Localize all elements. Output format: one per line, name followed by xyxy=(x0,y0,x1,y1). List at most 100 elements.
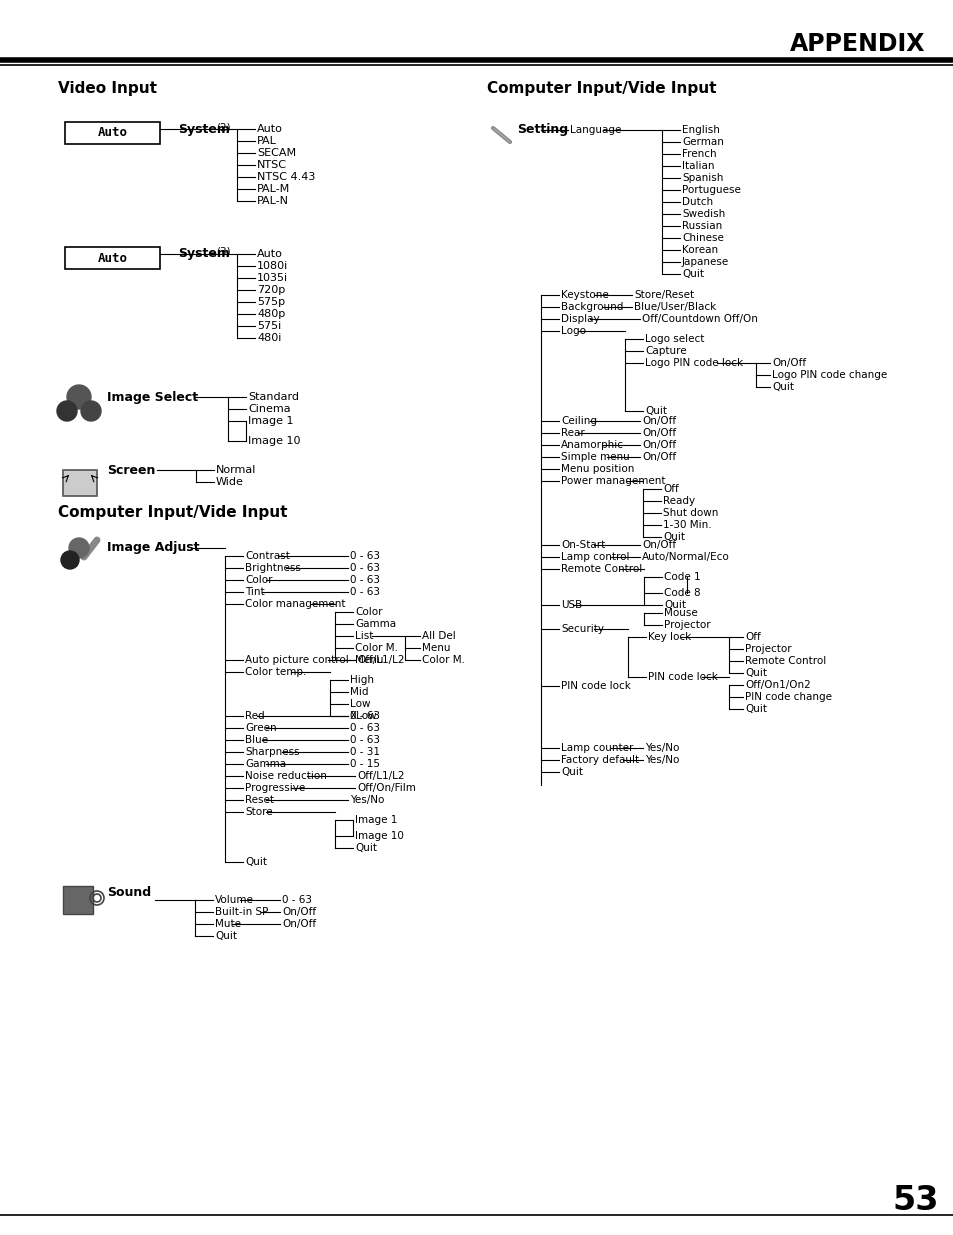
Text: Projector: Projector xyxy=(663,620,710,630)
Text: Sound: Sound xyxy=(107,885,151,899)
Text: Quit: Quit xyxy=(663,600,685,610)
Text: Noise reduction: Noise reduction xyxy=(245,771,327,781)
Text: On/Off: On/Off xyxy=(641,440,676,450)
Text: Projector: Projector xyxy=(744,643,791,655)
Text: Mouse: Mouse xyxy=(663,608,697,618)
Text: Logo PIN code change: Logo PIN code change xyxy=(771,370,886,380)
Text: 480p: 480p xyxy=(256,309,285,319)
Text: Image 10: Image 10 xyxy=(355,831,403,841)
Text: Korean: Korean xyxy=(681,245,718,254)
Text: Chinese: Chinese xyxy=(681,233,723,243)
Text: Yes/No: Yes/No xyxy=(350,795,384,805)
Text: SECAM: SECAM xyxy=(256,148,295,158)
Text: Store/Reset: Store/Reset xyxy=(634,290,694,300)
Text: Portuguese: Portuguese xyxy=(681,185,740,195)
Text: Auto: Auto xyxy=(256,124,283,135)
Text: On/Off: On/Off xyxy=(771,358,805,368)
Text: Russian: Russian xyxy=(681,221,721,231)
Text: German: German xyxy=(681,137,723,147)
Text: Green: Green xyxy=(245,722,276,734)
Text: Color M.: Color M. xyxy=(355,643,397,653)
Text: Keystone: Keystone xyxy=(560,290,608,300)
Text: Japanese: Japanese xyxy=(681,257,728,267)
Text: Image 10: Image 10 xyxy=(248,436,300,446)
Text: PAL-M: PAL-M xyxy=(256,184,290,194)
Text: 0 - 31: 0 - 31 xyxy=(350,747,379,757)
Text: Remote Control: Remote Control xyxy=(560,564,641,574)
Text: 0 - 63: 0 - 63 xyxy=(350,587,379,597)
Text: Computer Input/Vide Input: Computer Input/Vide Input xyxy=(486,82,716,96)
Text: Yes/No: Yes/No xyxy=(644,755,679,764)
Text: Tint: Tint xyxy=(245,587,264,597)
Text: English: English xyxy=(681,125,720,135)
Text: 480i: 480i xyxy=(256,333,281,343)
Text: USB: USB xyxy=(560,600,581,610)
Text: Wide: Wide xyxy=(215,477,244,487)
Text: Quit: Quit xyxy=(355,844,376,853)
Text: Quit: Quit xyxy=(662,532,684,542)
Text: Spanish: Spanish xyxy=(681,173,722,183)
Text: XLow: XLow xyxy=(350,711,377,721)
Text: Color: Color xyxy=(245,576,273,585)
Text: Image 1: Image 1 xyxy=(355,815,397,825)
Text: Background: Background xyxy=(560,303,622,312)
Text: NTSC 4.43: NTSC 4.43 xyxy=(256,172,315,182)
Text: Anamorphic: Anamorphic xyxy=(560,440,623,450)
Circle shape xyxy=(69,538,89,558)
Text: Contrast: Contrast xyxy=(245,551,290,561)
FancyBboxPatch shape xyxy=(65,247,160,269)
Text: Lamp counter: Lamp counter xyxy=(560,743,633,753)
Text: Display: Display xyxy=(560,314,599,324)
Text: Italian: Italian xyxy=(681,161,714,170)
Text: On/Off: On/Off xyxy=(282,919,315,929)
Text: Lamp control: Lamp control xyxy=(560,552,629,562)
Text: System: System xyxy=(178,122,230,136)
Text: High: High xyxy=(350,676,374,685)
Text: Brightness: Brightness xyxy=(245,563,300,573)
Text: Logo PIN code lock: Logo PIN code lock xyxy=(644,358,742,368)
Text: Color management: Color management xyxy=(245,599,345,609)
Text: Capture: Capture xyxy=(644,346,686,356)
FancyBboxPatch shape xyxy=(63,471,97,496)
Text: 575p: 575p xyxy=(256,296,285,308)
Text: Blue: Blue xyxy=(245,735,268,745)
Circle shape xyxy=(57,401,77,421)
Text: NTSC: NTSC xyxy=(256,161,287,170)
Text: Off: Off xyxy=(662,484,678,494)
Text: Code 8: Code 8 xyxy=(663,588,700,598)
Text: Menu: Menu xyxy=(355,655,383,664)
Text: PIN code change: PIN code change xyxy=(744,692,831,701)
Text: Quit: Quit xyxy=(245,857,267,867)
Text: 1-30 Min.: 1-30 Min. xyxy=(662,520,711,530)
Text: Normal: Normal xyxy=(215,466,256,475)
Text: On/Off: On/Off xyxy=(641,416,676,426)
Text: Off/On/Film: Off/On/Film xyxy=(356,783,416,793)
Text: Built-in SP: Built-in SP xyxy=(214,906,268,918)
Text: Image Select: Image Select xyxy=(107,390,198,404)
Text: 1080i: 1080i xyxy=(256,261,288,270)
Text: Setting: Setting xyxy=(517,124,568,137)
Text: Image 1: Image 1 xyxy=(248,416,294,426)
Text: Sharpness: Sharpness xyxy=(245,747,299,757)
Text: Swedish: Swedish xyxy=(681,209,724,219)
Text: Quit: Quit xyxy=(744,668,766,678)
Text: Reset: Reset xyxy=(245,795,274,805)
Circle shape xyxy=(61,551,79,569)
Text: On/Off: On/Off xyxy=(641,540,676,550)
Text: Auto: Auto xyxy=(97,126,128,140)
Text: Menu: Menu xyxy=(421,643,450,653)
Text: 0 - 63: 0 - 63 xyxy=(350,563,379,573)
Text: Power management: Power management xyxy=(560,475,665,487)
Text: Auto: Auto xyxy=(97,252,128,264)
Text: Blue/User/Black: Blue/User/Black xyxy=(634,303,716,312)
Text: Cinema: Cinema xyxy=(248,404,291,414)
Text: System: System xyxy=(178,247,230,261)
Text: Dutch: Dutch xyxy=(681,198,713,207)
Text: Mid: Mid xyxy=(350,687,368,697)
Text: Quit: Quit xyxy=(214,931,236,941)
Text: French: French xyxy=(681,149,716,159)
Text: Code 1: Code 1 xyxy=(663,572,700,582)
Text: Ready: Ready xyxy=(662,496,695,506)
Text: Quit: Quit xyxy=(560,767,582,777)
Text: 0 - 63: 0 - 63 xyxy=(350,576,379,585)
